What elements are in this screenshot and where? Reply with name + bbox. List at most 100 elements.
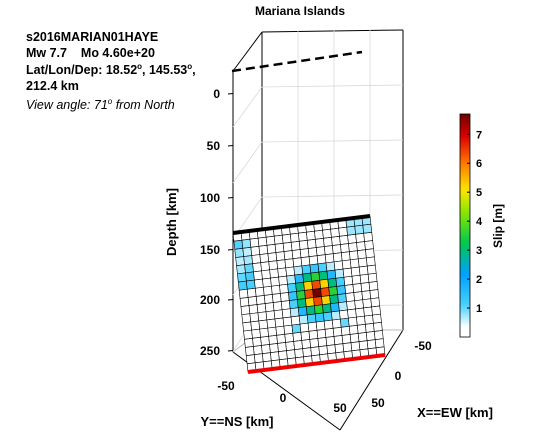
z-tick-label: 200 [200, 293, 220, 307]
slip-cell [246, 287, 257, 298]
slip-cell [271, 293, 282, 303]
slip-cell [307, 247, 318, 258]
slip-cell [341, 259, 352, 270]
view-angle-prefix: View angle: 71 [26, 98, 108, 113]
slip-cell [306, 239, 317, 249]
z-tick-label: 150 [200, 243, 220, 257]
slip-cell [339, 317, 350, 328]
slip-cell [350, 341, 361, 352]
longitude: 145.53 [148, 63, 188, 78]
axis-box-edge [232, 31, 263, 72]
slip-cell [278, 350, 288, 361]
slip-cell [302, 272, 313, 283]
slip-cell [325, 261, 336, 272]
slip-cell [326, 344, 337, 355]
slip-cell [253, 353, 264, 364]
slip-cell [298, 240, 309, 250]
slip-cell [243, 329, 253, 340]
slip-cell [328, 286, 338, 296]
slip-cell [321, 295, 331, 306]
colorbar: 1 2 3 4 5 6 7 Slip [m] [459, 113, 505, 338]
slip-cell [357, 249, 367, 260]
slip-cell [356, 323, 367, 334]
slip-cell [346, 225, 356, 236]
slip-cell [366, 256, 376, 267]
slip-cell [237, 280, 248, 291]
slip-cell [286, 274, 296, 285]
slip-cell [322, 311, 333, 322]
slip-cell [340, 325, 351, 336]
slip-cell [354, 299, 364, 310]
chart-title: Mariana Islands [255, 4, 345, 18]
slip-cell [349, 333, 360, 343]
slip-grid [232, 215, 386, 373]
axis-box-edge [261, 29, 404, 33]
grid-line [261, 139, 404, 143]
slip-cell [330, 302, 340, 313]
slip-cell [236, 264, 246, 275]
slip-cell [310, 346, 320, 357]
z-tick [227, 145, 234, 147]
slip-cell [243, 255, 253, 266]
view-angle: View angle: 71o from North [26, 97, 175, 112]
slip-cell [263, 285, 273, 296]
colorbar-tick-label: 3 [476, 245, 482, 257]
slip-cell [286, 349, 296, 360]
slip-cell [308, 329, 319, 340]
slip-cell [361, 290, 372, 301]
x-axis-label: X==EW [km] [417, 405, 493, 420]
slip-cell [353, 291, 364, 302]
slip-cell [315, 238, 325, 248]
slip-cell [365, 322, 375, 333]
slip-cell [299, 322, 310, 333]
slip-cell [360, 282, 371, 292]
slip-cell [253, 270, 263, 281]
slip-cell [323, 319, 334, 330]
y-tick-label: 50 [333, 401, 347, 415]
slip-cell [366, 339, 377, 350]
slip-cell [241, 313, 252, 324]
slip-cell [282, 242, 293, 252]
slip-cell [234, 248, 245, 258]
slip-cell [358, 265, 369, 276]
x-tick-label: 0 [395, 369, 402, 383]
slip-cell [305, 297, 315, 308]
z-tick [227, 299, 234, 301]
z-tick-label: 100 [200, 191, 220, 205]
slip-cell [317, 262, 328, 273]
slip-cell [289, 232, 300, 243]
slip-cell [330, 227, 340, 238]
slip-cell [273, 309, 284, 320]
slip-cell [339, 235, 349, 245]
slip-cell [266, 244, 277, 254]
grid-line [232, 86, 263, 128]
slip-cell [326, 269, 337, 280]
slip-cell [316, 328, 327, 339]
slip-cell [274, 243, 285, 253]
slip-cell [260, 261, 270, 272]
slip-cell [345, 292, 355, 303]
slip-cell [363, 232, 373, 242]
slip-cell [333, 260, 344, 271]
slip-cell [241, 238, 252, 249]
slip-cell [284, 258, 295, 269]
slip-cell [308, 255, 319, 266]
slip-cell [257, 311, 268, 322]
slip-cell [347, 234, 357, 244]
z-tick-label: 250 [200, 344, 220, 358]
slip-cell [249, 237, 260, 248]
slip-cell [266, 318, 277, 329]
colorbar-tick-label: 7 [476, 129, 482, 141]
slip-cell [270, 276, 280, 287]
slip-cell [279, 283, 289, 294]
degree-mark: o [187, 62, 193, 71]
slip-cell [285, 341, 295, 351]
slip-cell [253, 345, 263, 355]
slip-cell [362, 223, 373, 234]
slip-cell [280, 292, 290, 302]
slip-cell [278, 275, 288, 286]
slip-cell [309, 263, 320, 274]
slip-cell [259, 253, 270, 264]
